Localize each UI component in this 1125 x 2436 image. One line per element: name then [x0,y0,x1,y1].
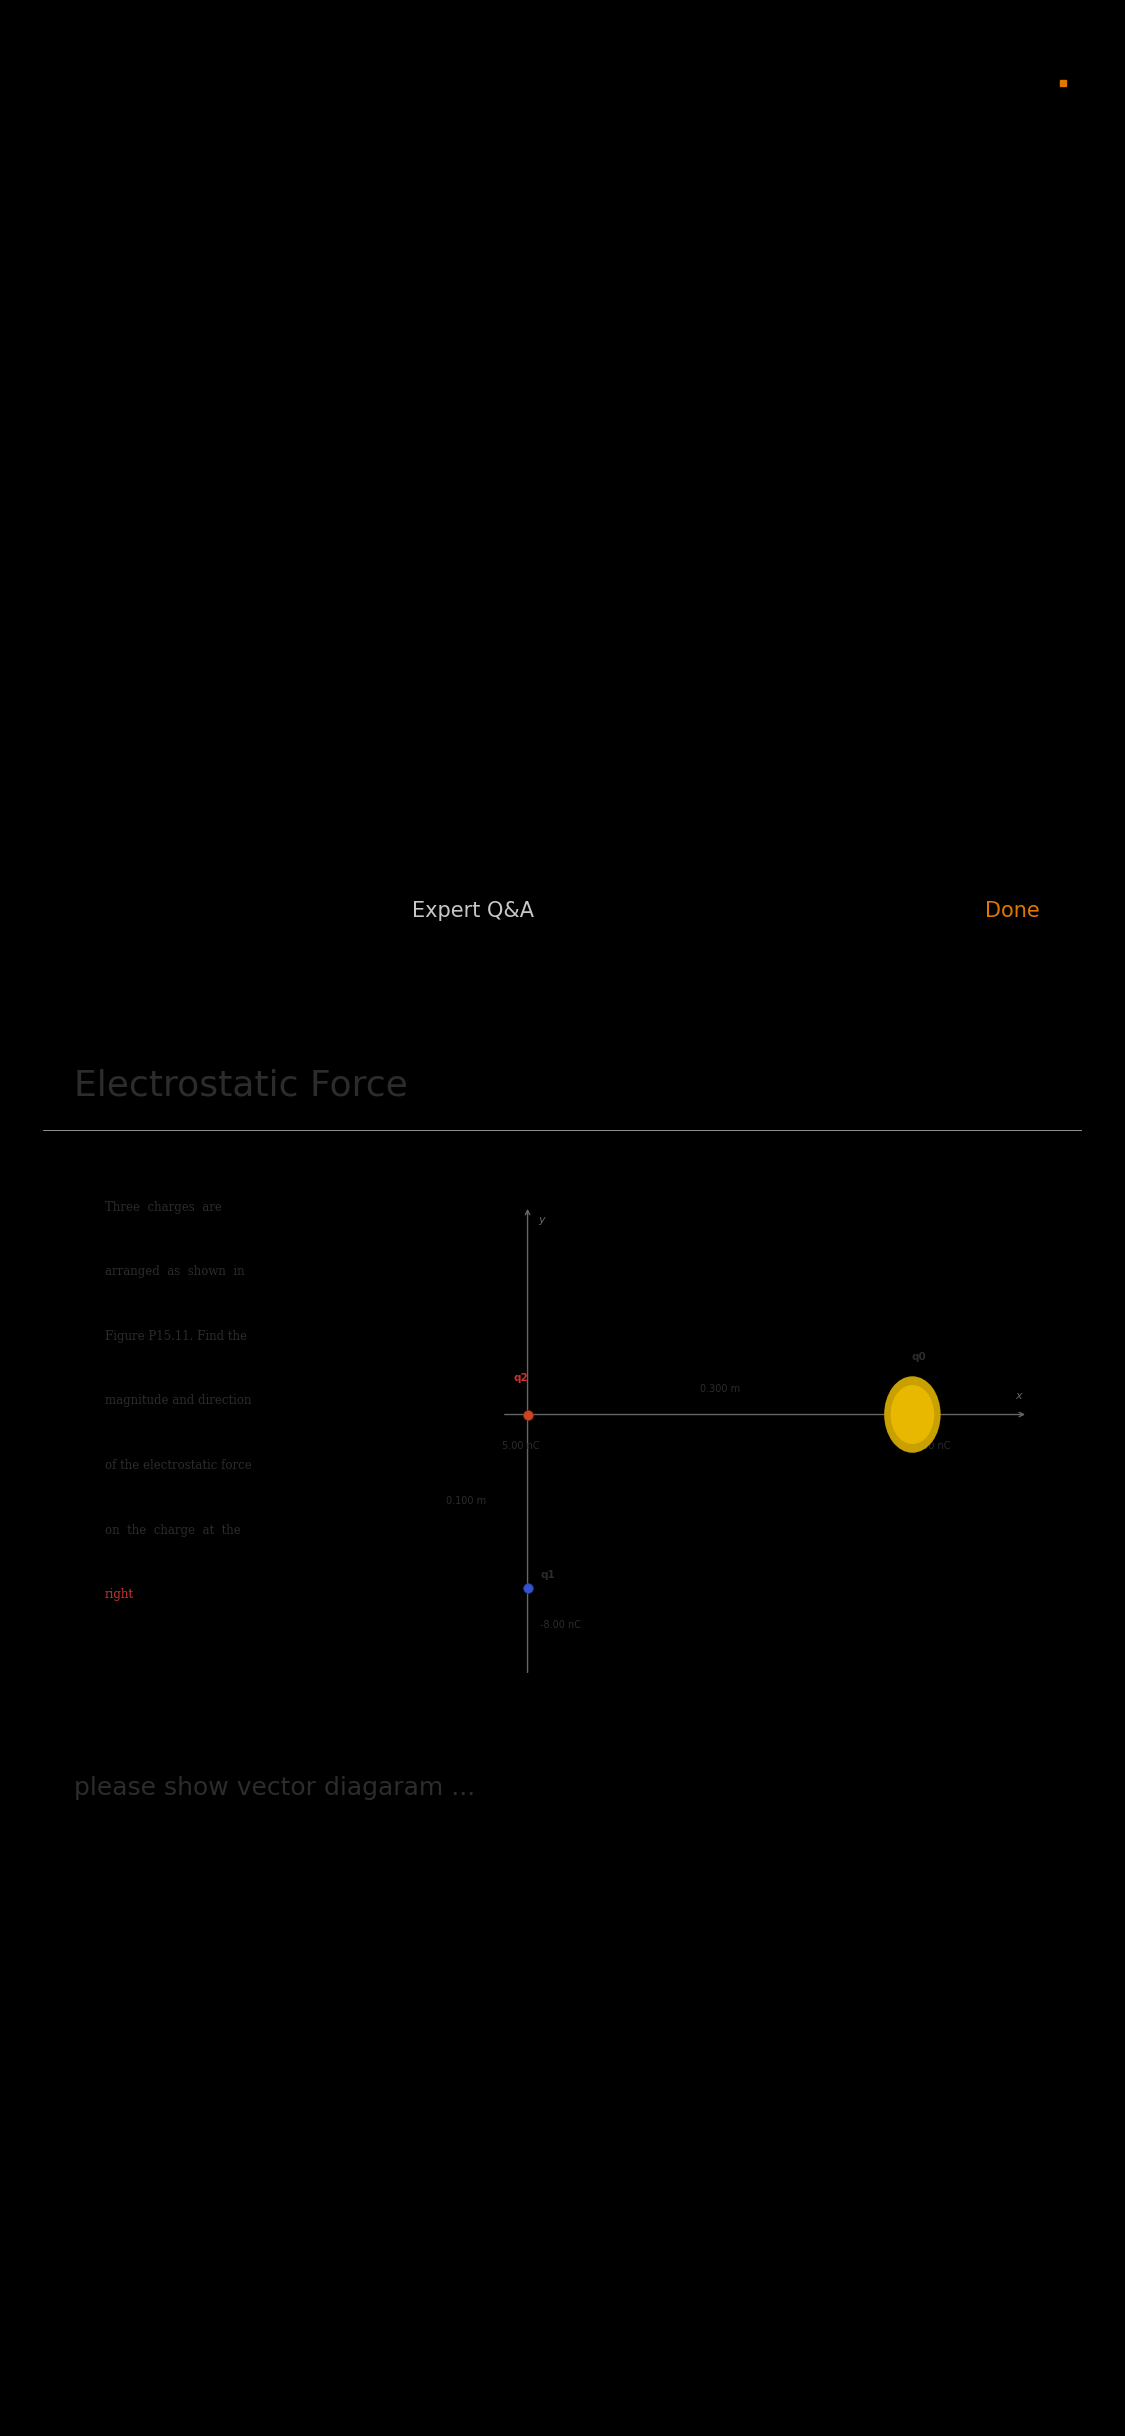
Text: Expert Q&A: Expert Q&A [412,901,533,921]
Text: arranged  as  shown  in: arranged as shown in [105,1264,245,1279]
Text: y: y [538,1216,544,1225]
Text: please show vector diagaram ...: please show vector diagaram ... [74,1776,475,1800]
Text: of the electrostatic force: of the electrostatic force [105,1459,252,1471]
Text: 5.00 nC: 5.00 nC [503,1440,540,1449]
Circle shape [884,1376,940,1452]
Text: Three  charges  are: Three charges are [105,1201,222,1213]
Circle shape [891,1386,934,1445]
Text: -8.00 nC: -8.00 nC [540,1620,582,1630]
Text: Figure P15.11. Find the: Figure P15.11. Find the [105,1330,248,1342]
Text: q1: q1 [540,1569,555,1579]
Text: x: x [1015,1391,1022,1401]
Text: magnitude and direction: magnitude and direction [105,1393,252,1408]
Text: on  the  charge  at  the: on the charge at the [105,1522,241,1537]
Text: Done: Done [986,901,1040,921]
Text: 0.100 m: 0.100 m [446,1496,486,1505]
Text: q2: q2 [514,1374,529,1384]
Text: right: right [105,1588,134,1600]
Text: 0.300 m: 0.300 m [700,1384,740,1393]
Text: Electrostatic Force: Electrostatic Force [74,1069,407,1104]
Text: 6.00 nC: 6.00 nC [912,1440,951,1449]
Text: q0: q0 [911,1352,926,1362]
